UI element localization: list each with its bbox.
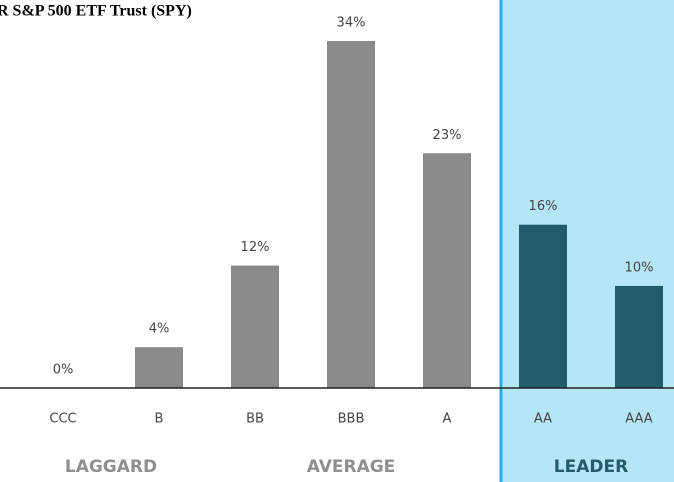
value-label: 23% (433, 128, 462, 143)
x-tick-label: CCC (49, 412, 76, 427)
x-tick-label: BBB (338, 412, 365, 427)
bar (327, 41, 375, 388)
bar (135, 347, 183, 388)
value-label: 10% (625, 260, 654, 275)
group-label: AVERAGE (307, 457, 396, 477)
value-label: 0% (53, 363, 74, 378)
x-tick-label: AAA (625, 412, 653, 427)
bar (231, 265, 279, 388)
x-tick-label: BB (246, 412, 264, 427)
group-label: LAGGARD (65, 457, 157, 477)
value-label: 34% (337, 16, 366, 31)
value-label: 12% (241, 240, 270, 255)
value-label: 4% (149, 322, 170, 337)
chart-title: R S&P 500 ETF Trust (SPY) (0, 3, 192, 20)
x-tick-label: A (443, 412, 452, 427)
bar (519, 224, 567, 388)
x-tick-label: B (155, 412, 164, 427)
x-tick-label: AA (534, 412, 552, 427)
bar (423, 153, 471, 388)
bar (615, 285, 663, 388)
value-label: 16% (529, 199, 558, 214)
group-label: LEADER (554, 457, 628, 477)
